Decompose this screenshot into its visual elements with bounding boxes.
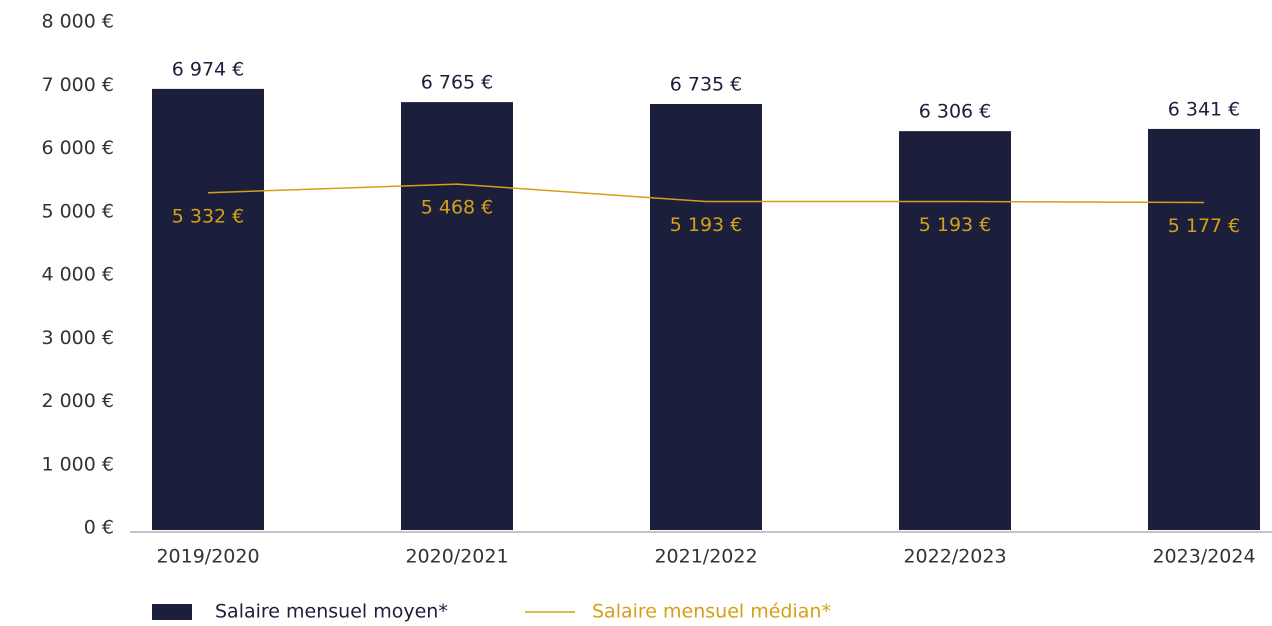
line-value-label: 5 468 € [421, 197, 494, 219]
chart: 0 € 1 000 € 2 000 € 3 000 € 4 000 € 5 000 € 6 … [0, 0, 1272, 626]
y-tick-label: 4 000 € [41, 264, 114, 286]
bar-value-label: 6 735 € [670, 74, 743, 96]
line-value-label: 5 177 € [1168, 215, 1241, 237]
bar [899, 131, 1011, 530]
line-value-label: 5 193 € [919, 214, 992, 236]
line-value-label: 5 193 € [670, 214, 743, 236]
x-tick-label: 2023/2024 [1152, 546, 1255, 568]
line-value-label: 5 332 € [172, 205, 245, 227]
y-tick-label: 2 000 € [41, 390, 114, 412]
bar [152, 89, 264, 530]
y-tick-label: 1 000 € [41, 453, 114, 475]
y-tick-label: 6 000 € [41, 137, 114, 159]
x-tick-label: 2021/2022 [654, 546, 757, 568]
bar-value-label: 6 974 € [172, 58, 245, 80]
y-tick-label: 0 € [84, 517, 114, 539]
x-tick-label: 2019/2020 [156, 546, 259, 568]
y-tick-label: 3 000 € [41, 327, 114, 349]
bar-value-label: 6 341 € [1168, 98, 1241, 120]
bar [650, 104, 762, 530]
legend-label: Salaire mensuel moyen* [215, 601, 448, 623]
x-tick-label: 2020/2021 [405, 546, 508, 568]
y-tick-label: 7 000 € [41, 74, 114, 96]
x-tick-label: 2022/2023 [903, 546, 1006, 568]
bar [1148, 129, 1260, 530]
legend-swatch [152, 604, 192, 620]
y-tick-label: 8 000 € [41, 11, 114, 33]
bar [401, 102, 513, 530]
y-tick-label: 5 000 € [41, 200, 114, 222]
bar-value-label: 6 306 € [919, 101, 992, 123]
bar-value-label: 6 765 € [421, 72, 494, 94]
legend-label: Salaire mensuel médian* [592, 601, 831, 623]
